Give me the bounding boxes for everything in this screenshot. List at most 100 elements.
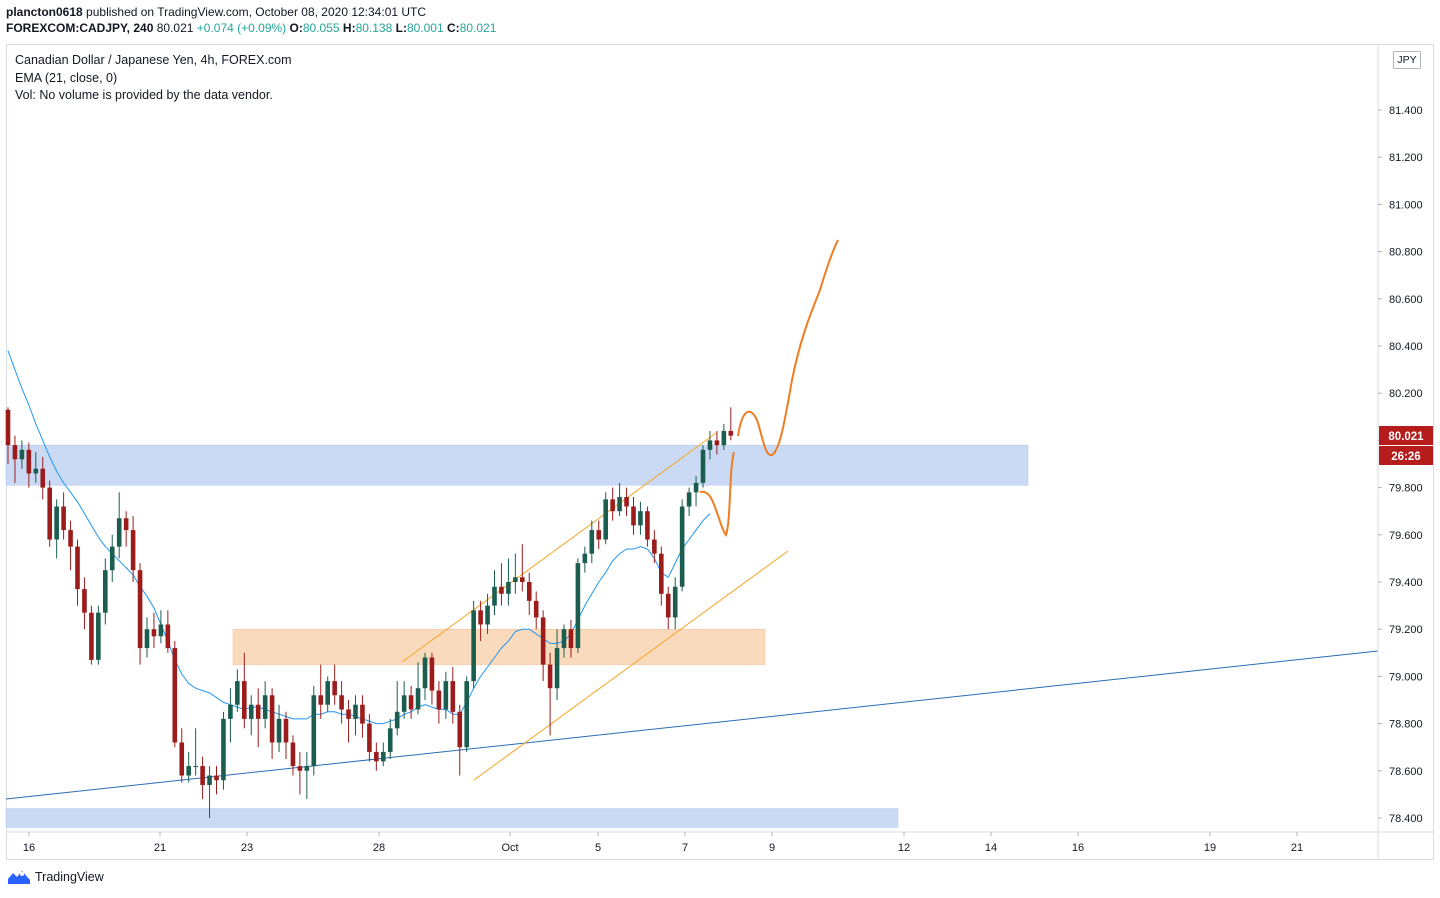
candle[interactable]	[485, 593, 490, 634]
candle[interactable]	[68, 520, 73, 571]
candle[interactable]	[547, 652, 553, 736]
candle[interactable]	[109, 534, 115, 582]
candle[interactable]	[499, 563, 504, 606]
candle[interactable]	[19, 440, 25, 469]
candle[interactable]	[728, 407, 734, 441]
candle[interactable]	[172, 641, 178, 748]
candle[interactable]	[596, 520, 602, 549]
candle[interactable]	[645, 506, 650, 547]
candle[interactable]	[276, 704, 282, 752]
candle[interactable]	[200, 756, 205, 800]
candle[interactable]	[54, 499, 59, 559]
candle[interactable]	[659, 546, 664, 606]
footer-brand[interactable]: TradingView	[8, 870, 104, 884]
candle[interactable]	[242, 652, 247, 729]
candle[interactable]	[624, 487, 629, 516]
candle[interactable]	[686, 487, 692, 516]
candle[interactable]	[283, 711, 289, 759]
candle[interactable]	[429, 652, 435, 705]
candle[interactable]	[96, 605, 101, 665]
candle[interactable]	[193, 728, 198, 776]
candle[interactable]	[311, 685, 317, 776]
candle[interactable]	[75, 539, 80, 606]
candle[interactable]	[575, 558, 581, 653]
candle[interactable]	[436, 681, 442, 724]
candle[interactable]	[457, 704, 463, 776]
candle[interactable]	[33, 452, 39, 483]
candle[interactable]	[207, 766, 212, 818]
candle[interactable]	[638, 501, 643, 535]
candle[interactable]	[144, 617, 150, 658]
candle[interactable]	[228, 688, 233, 743]
candle[interactable]	[318, 664, 324, 719]
candle[interactable]	[269, 688, 275, 759]
candle[interactable]	[408, 685, 414, 719]
candle[interactable]	[526, 572, 532, 616]
legend-ema[interactable]: EMA (21, close, 0)	[15, 70, 118, 85]
candle[interactable]	[450, 666, 456, 724]
candle[interactable]	[721, 423, 727, 450]
candle[interactable]	[179, 728, 185, 783]
candle[interactable]	[103, 558, 108, 625]
candle[interactable]	[367, 714, 372, 762]
candle[interactable]	[374, 742, 379, 771]
candle[interactable]	[492, 570, 497, 616]
candle[interactable]	[89, 605, 94, 665]
candle[interactable]	[540, 610, 546, 682]
candle[interactable]	[339, 681, 344, 724]
candle[interactable]	[568, 619, 574, 658]
candle[interactable]	[123, 511, 129, 547]
candle[interactable]	[631, 497, 636, 535]
candle[interactable]	[394, 681, 400, 736]
candle[interactable]	[40, 456, 46, 500]
candle[interactable]	[61, 492, 66, 540]
candle[interactable]	[443, 671, 449, 719]
candle[interactable]	[214, 766, 219, 795]
candle[interactable]	[248, 695, 254, 736]
candle[interactable]	[610, 487, 615, 521]
candle[interactable]	[520, 544, 525, 592]
candle[interactable]	[158, 610, 164, 644]
candle[interactable]	[290, 735, 296, 776]
candle[interactable]	[422, 652, 428, 700]
candle[interactable]	[679, 499, 685, 592]
candle[interactable]	[700, 445, 706, 488]
candle[interactable]	[554, 629, 560, 700]
currency-badge[interactable]: JPY	[1393, 51, 1421, 69]
candle[interactable]	[714, 430, 720, 455]
candle[interactable]	[506, 558, 511, 606]
candle[interactable]	[652, 530, 657, 564]
candle[interactable]	[464, 676, 469, 752]
candle[interactable]	[297, 751, 303, 795]
candle[interactable]	[165, 610, 171, 653]
candle[interactable]	[12, 435, 18, 483]
candle[interactable]	[5, 407, 11, 464]
candle[interactable]	[332, 664, 337, 705]
candle[interactable]	[235, 669, 240, 712]
candle[interactable]	[186, 751, 191, 783]
candle[interactable]	[672, 577, 678, 630]
candle[interactable]	[707, 430, 713, 460]
candle[interactable]	[693, 475, 699, 507]
candle[interactable]	[401, 681, 407, 719]
candle[interactable]	[137, 563, 143, 665]
candle[interactable]	[26, 442, 32, 488]
candle[interactable]	[262, 681, 268, 729]
candle[interactable]	[387, 718, 393, 759]
candle[interactable]	[82, 577, 87, 630]
candle[interactable]	[346, 700, 351, 743]
candle[interactable]	[533, 591, 539, 630]
candle[interactable]	[603, 492, 608, 545]
candle[interactable]	[47, 480, 52, 547]
candle[interactable]	[130, 515, 136, 582]
legend-vol[interactable]: Vol: No volume is provided by the data v…	[15, 88, 273, 102]
publisher-name[interactable]: plancton0618	[6, 5, 83, 19]
candle[interactable]	[221, 711, 226, 790]
candle[interactable]	[513, 553, 518, 594]
candle[interactable]	[471, 600, 476, 689]
candle[interactable]	[617, 482, 622, 516]
candle[interactable]	[582, 546, 588, 573]
candle[interactable]	[116, 492, 122, 559]
candle[interactable]	[255, 688, 261, 748]
